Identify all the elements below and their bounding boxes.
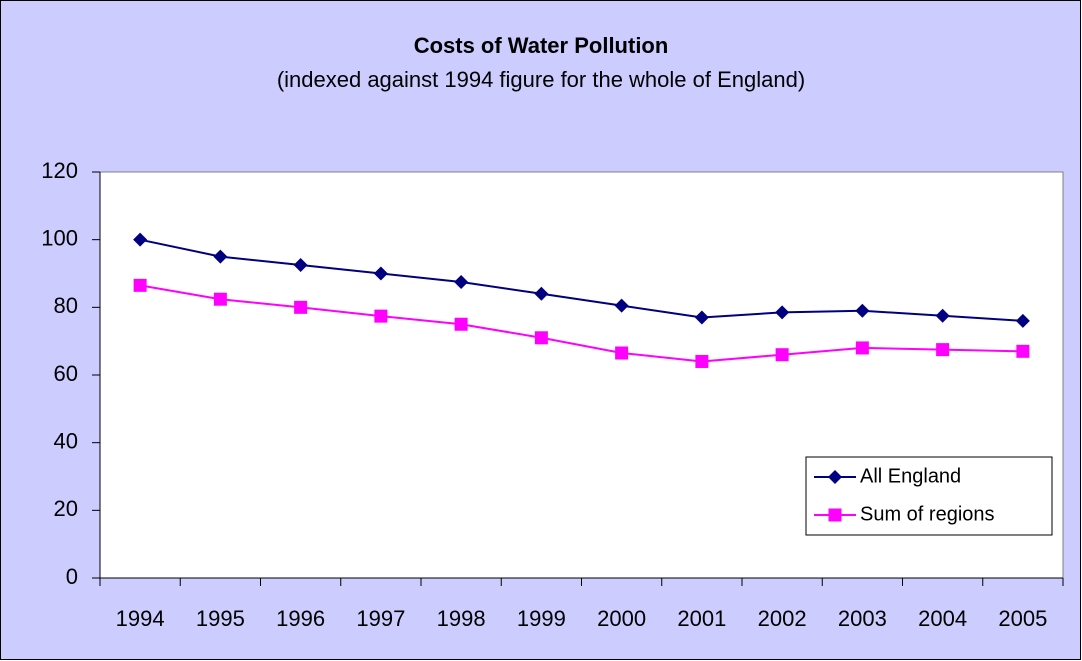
- marker: [534, 286, 549, 301]
- x-tick-label: 1994: [116, 606, 165, 631]
- marker: [695, 354, 709, 368]
- series-line: [139, 284, 1023, 363]
- x-tick-label: 2002: [758, 606, 807, 631]
- legend-label: Sum of regions: [860, 503, 995, 525]
- x-tick-label: 2003: [838, 606, 887, 631]
- x-tick-label: 1996: [276, 606, 325, 631]
- marker: [534, 331, 548, 345]
- marker: [133, 232, 148, 247]
- x-tick-label: 2000: [597, 606, 646, 631]
- y-tick-label: 120: [41, 158, 78, 183]
- marker: [855, 303, 870, 318]
- marker: [615, 346, 629, 360]
- y-tick-label: 40: [54, 428, 78, 453]
- marker: [374, 309, 388, 323]
- marker: [694, 310, 709, 325]
- legend-label: All England: [860, 465, 961, 487]
- y-tick-label: 60: [54, 361, 78, 386]
- marker: [213, 249, 228, 264]
- y-tick-label: 80: [54, 293, 78, 318]
- marker: [454, 317, 468, 331]
- x-tick-label: 1997: [356, 606, 405, 631]
- marker: [133, 278, 147, 292]
- marker: [293, 258, 308, 273]
- x-tick-label: 2001: [677, 606, 726, 631]
- y-tick-label: 0: [66, 564, 78, 589]
- marker: [373, 266, 388, 281]
- marker: [828, 470, 842, 484]
- marker: [1016, 344, 1030, 358]
- marker: [935, 308, 950, 323]
- chart-subtitle: (indexed against 1994 figure for the who…: [277, 67, 805, 92]
- legend-box: [805, 456, 1053, 536]
- marker: [855, 341, 869, 355]
- y-tick-label: 20: [54, 496, 78, 521]
- x-tick-label: 1999: [517, 606, 566, 631]
- marker: [775, 348, 789, 362]
- marker: [936, 343, 950, 357]
- marker: [294, 300, 308, 314]
- x-tick-label: 1998: [437, 606, 486, 631]
- marker: [828, 508, 842, 522]
- marker: [1015, 313, 1030, 328]
- marker: [614, 298, 629, 313]
- y-tick-label: 100: [41, 225, 78, 250]
- marker: [454, 274, 469, 289]
- marker: [775, 305, 790, 320]
- series-line: [139, 238, 1023, 322]
- chart-title: Costs of Water Pollution: [414, 33, 669, 58]
- x-tick-label: 2005: [998, 606, 1047, 631]
- x-tick-label: 1995: [196, 606, 245, 631]
- marker: [213, 292, 227, 306]
- x-tick-label: 2004: [918, 606, 967, 631]
